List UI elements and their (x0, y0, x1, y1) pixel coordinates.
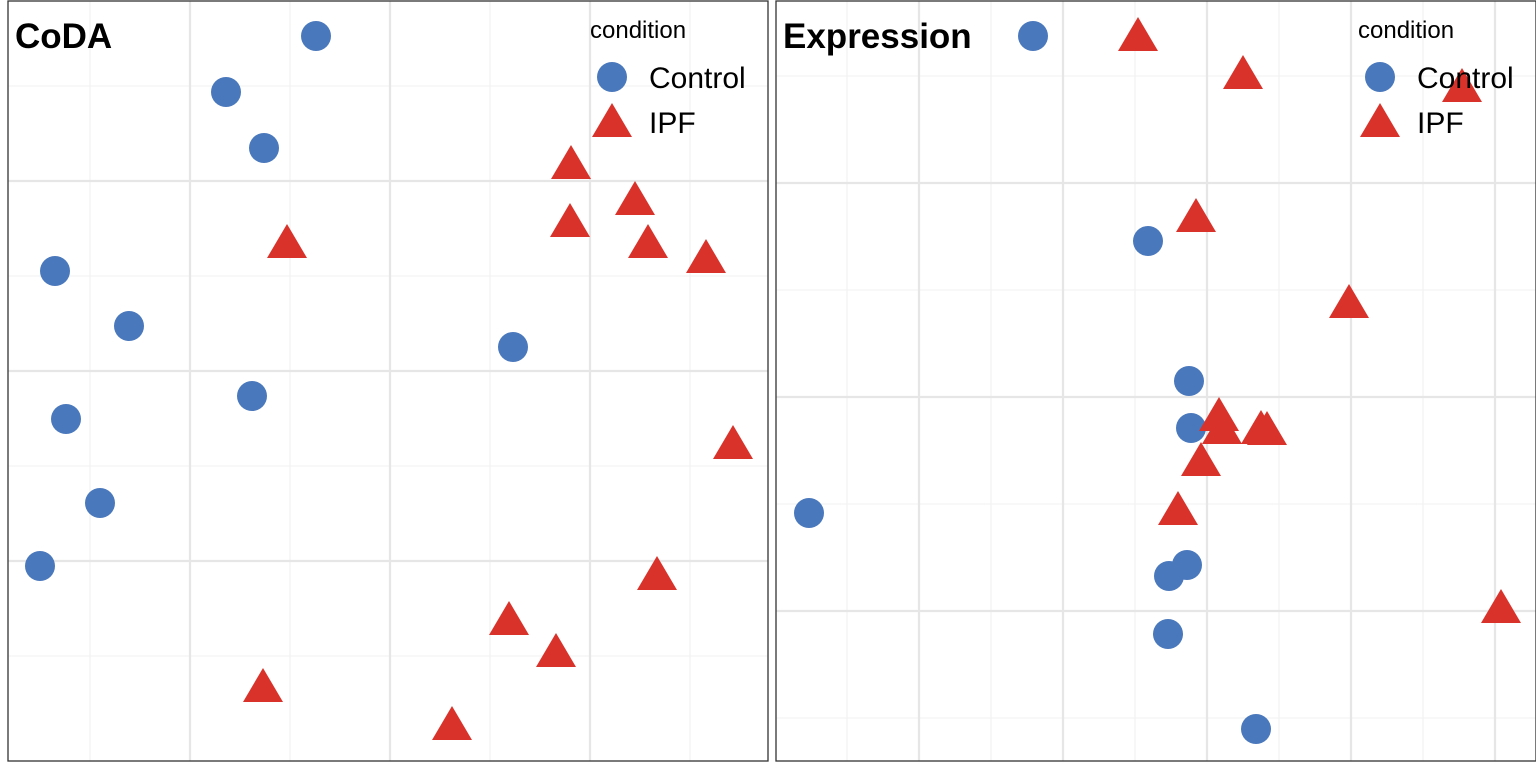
control-point (85, 488, 115, 518)
control-point (1133, 226, 1163, 256)
control-point (1174, 366, 1204, 396)
ipf-point (536, 633, 576, 667)
points-layer (794, 17, 1521, 744)
gridlines (8, 1, 768, 761)
ipf-point (1181, 442, 1221, 476)
ipf-point (1481, 589, 1521, 623)
control-point (1154, 561, 1184, 591)
ipf-point (489, 601, 529, 635)
control-point (249, 133, 279, 163)
ipf-point (628, 224, 668, 258)
legend-key-control (597, 62, 627, 92)
ipf-point (1329, 284, 1369, 318)
coda-panel: CoDA condition Control IPF (7, 0, 769, 762)
ipf-point (243, 668, 283, 702)
ipf-point (615, 181, 655, 215)
control-point (40, 256, 70, 286)
control-point (51, 404, 81, 434)
ipf-point (686, 239, 726, 273)
ipf-point (267, 224, 307, 258)
legend-label-ipf: IPF (1417, 107, 1464, 140)
ipf-point (637, 556, 677, 590)
legend-label-control: Control (1417, 62, 1514, 95)
panel-title: CoDA (15, 17, 112, 56)
panel-border (7, 0, 769, 762)
legend-title: condition (1358, 17, 1454, 44)
legend-title: condition (590, 17, 686, 44)
points-layer (25, 21, 753, 740)
legend-label-control: Control (649, 62, 746, 95)
gridlines (776, 1, 1536, 761)
control-point (1241, 714, 1271, 744)
legend-label-ipf: IPF (649, 107, 696, 140)
legend-key-control (1365, 62, 1395, 92)
ipf-point (1247, 411, 1287, 445)
panel-title: Expression (783, 17, 972, 56)
control-point (211, 77, 241, 107)
expression-panel: Expression condition Control IPF (775, 0, 1536, 762)
ipf-point (1176, 198, 1216, 232)
control-point (1176, 413, 1206, 443)
control-point (1153, 619, 1183, 649)
control-point (1018, 21, 1048, 51)
ipf-point (1202, 410, 1242, 444)
legend: condition Control IPF (590, 17, 746, 140)
ipf-point (1442, 68, 1482, 102)
ipf-point (1118, 17, 1158, 51)
panel-border (775, 0, 1536, 762)
control-point (498, 332, 528, 362)
ipf-point (1223, 55, 1263, 89)
ipf-point (432, 706, 472, 740)
control-point (237, 381, 267, 411)
control-point (301, 21, 331, 51)
ipf-point (1158, 491, 1198, 525)
control-point (114, 311, 144, 341)
legend: condition Control IPF (1358, 17, 1514, 140)
legend-key-ipf (592, 103, 632, 137)
ipf-point (550, 203, 590, 237)
ipf-point (551, 145, 591, 179)
control-point (794, 498, 824, 528)
ipf-point (713, 425, 753, 459)
control-point (25, 551, 55, 581)
legend-key-ipf (1360, 103, 1400, 137)
